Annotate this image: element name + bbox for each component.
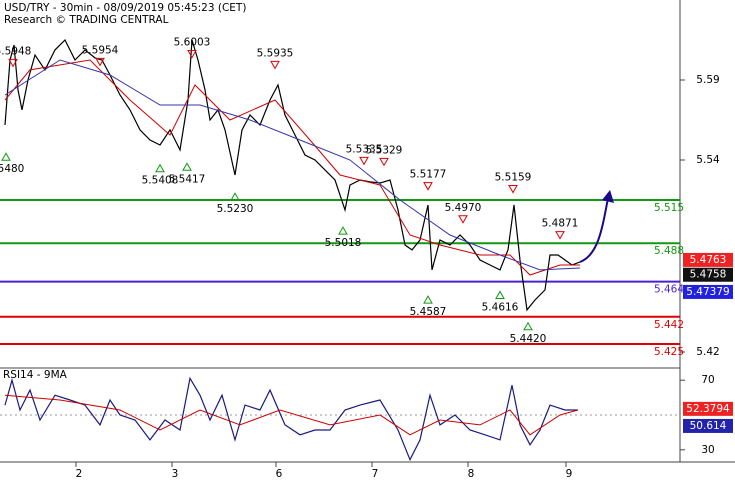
pivot-label: 5.4970 — [445, 202, 482, 214]
pivot-label: 5.4420 — [510, 333, 547, 345]
price-tag — [683, 284, 733, 299]
pivot-high-marker — [270, 60, 280, 70]
y-tick-label: 5.42 — [696, 346, 719, 358]
pivot-high-marker — [379, 157, 389, 167]
pivot-label: 5.4871 — [542, 218, 579, 230]
pivot-label: 5.5417 — [169, 173, 206, 185]
pivot-label: 5.5480 — [0, 163, 24, 175]
level-label: 5.515 — [654, 202, 684, 214]
chart-title: USD/TRY - 30min - 08/09/2019 05:45:23 (C… — [4, 2, 246, 14]
series-line — [4, 376, 578, 462]
pivot-high-marker — [187, 50, 197, 59]
x-tick-label: 2 — [76, 468, 83, 480]
series-line — [4, 38, 581, 312]
x-tick-label: 3 — [172, 468, 179, 480]
pivot-low-marker — [182, 162, 192, 171]
pivot-high-marker — [95, 57, 105, 67]
pivot-high-marker — [508, 185, 518, 194]
pivot-low-marker — [423, 295, 433, 304]
price-tag-label: 5.4758 — [690, 269, 727, 281]
projection-arrow — [579, 197, 609, 263]
pivot-label: 5.5408 — [142, 175, 179, 187]
pivot-label: 5.6003 — [174, 37, 211, 49]
pivot-label: 5.5335 — [346, 143, 383, 155]
series-line — [4, 59, 580, 276]
pivot-high-marker — [8, 58, 18, 68]
price-tag-label: 5.47379 — [686, 286, 729, 298]
level-label: 5.488 — [654, 245, 684, 257]
pivot-label: 5.4587 — [410, 306, 447, 318]
pivot-low-marker — [338, 226, 348, 235]
price-tag-label: 50.614 — [690, 420, 727, 432]
pivot-label: 5.5230 — [217, 203, 254, 215]
pivot-high-marker — [555, 231, 565, 240]
pivot-low-marker — [1, 152, 11, 161]
level-label: 5.425 — [654, 346, 684, 358]
pivot-low-marker — [495, 290, 505, 299]
x-tick-label: 7 — [372, 468, 379, 480]
price-tag-label: 5.4763 — [690, 254, 727, 266]
pivot-label: 5.5018 — [325, 237, 362, 249]
series-line — [4, 59, 581, 271]
x-tick-label: 6 — [276, 468, 283, 480]
series-line — [4, 394, 579, 436]
price-tag-label: 52.3794 — [686, 403, 730, 415]
y-tick-label: 30 — [701, 444, 714, 456]
pivot-label: 5.5329 — [366, 144, 403, 156]
pivot-low-marker — [155, 163, 165, 173]
plot-area: 2 3 6 7 8 9 5.59 5.54 5.42 5.515 5.488 5.464 5.442 5.… — [0, 37, 733, 480]
price-tag — [683, 252, 733, 267]
x-tick-label: 9 — [566, 468, 573, 480]
price-tag — [683, 401, 733, 416]
projection-arrowhead — [602, 190, 614, 203]
price-tag — [683, 418, 733, 433]
rsi-title: RSI14 - 9MA — [3, 369, 68, 381]
y-tick-label: 5.54 — [696, 154, 720, 166]
level-label: 5.464 — [654, 284, 684, 296]
pivot-label: 5.5159 — [495, 172, 532, 184]
chart-subtitle: Research © TRADING CENTRAL — [4, 14, 169, 26]
pivot-label: 5.5935 — [257, 47, 294, 59]
pivot-high-marker — [458, 215, 468, 224]
pivot-label: 5.4616 — [482, 301, 519, 313]
pivot-high-marker — [359, 156, 369, 166]
y-tick-label: 5.59 — [696, 74, 719, 86]
y-tick-label: 70 — [701, 374, 714, 386]
x-tick-label: 8 — [468, 468, 475, 480]
pivot-high-marker — [423, 182, 433, 191]
pivot-label: 5.5948 — [0, 45, 31, 57]
price-tag — [683, 267, 733, 282]
pivot-low-marker — [523, 321, 533, 331]
pivot-label: 5.5954 — [82, 44, 119, 56]
level-label: 5.442 — [654, 319, 684, 331]
pivot-low-marker — [230, 192, 240, 201]
pivot-label: 5.5177 — [410, 169, 447, 181]
